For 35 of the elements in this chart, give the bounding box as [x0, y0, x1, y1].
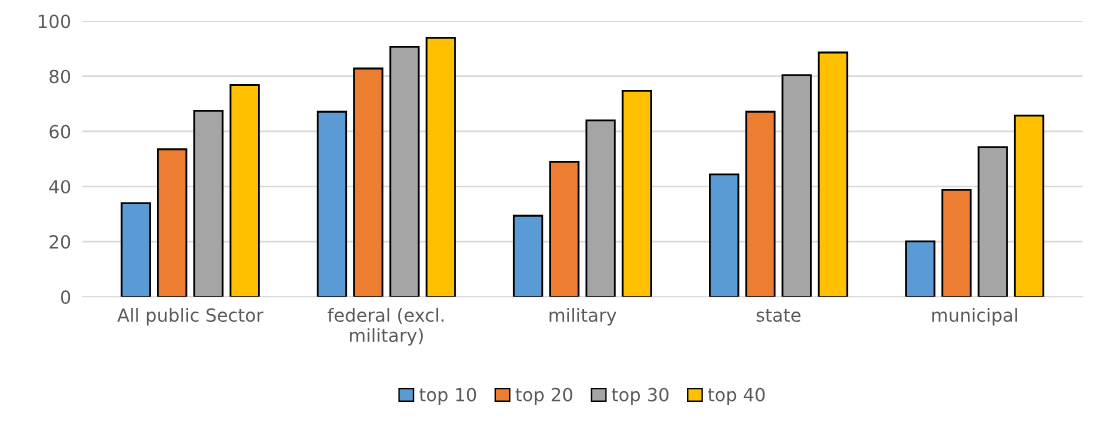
bar	[781, 74, 812, 297]
y-tick-label: 40	[49, 179, 71, 194]
bar	[389, 46, 420, 297]
y-tick-label: 100	[38, 14, 71, 29]
bar	[621, 89, 653, 297]
x-tick-label: state	[756, 308, 801, 322]
x-tick-label: municipal	[932, 307, 1017, 326]
x-tick-label: federal (excl. military)	[327, 307, 444, 346]
legend-label: top 30	[611, 387, 669, 405]
bar	[709, 173, 740, 297]
legend-label: top 20	[515, 387, 573, 405]
bar	[229, 84, 260, 297]
legend-label: top 10	[419, 387, 477, 405]
bar	[817, 51, 849, 297]
legend-label: top 40	[708, 387, 765, 405]
bar	[353, 67, 384, 297]
y-tick-label: 60	[49, 124, 71, 139]
y-tick-label: 20	[49, 235, 71, 249]
bar	[512, 214, 544, 297]
bar	[905, 240, 936, 297]
x-tick-label: All public Sector	[117, 307, 264, 326]
bar	[193, 110, 224, 297]
bar	[157, 148, 188, 297]
y-tick-label: 0	[61, 290, 71, 304]
bar	[941, 188, 972, 297]
x-tick-label: military	[549, 307, 617, 326]
bar	[549, 161, 580, 297]
bar	[1013, 114, 1045, 297]
bar	[745, 110, 776, 297]
bar	[585, 119, 616, 297]
bar	[425, 36, 456, 297]
y-tick-label: 80	[49, 69, 71, 84]
bar	[120, 202, 151, 297]
bar	[316, 110, 348, 297]
bar	[977, 146, 1008, 297]
